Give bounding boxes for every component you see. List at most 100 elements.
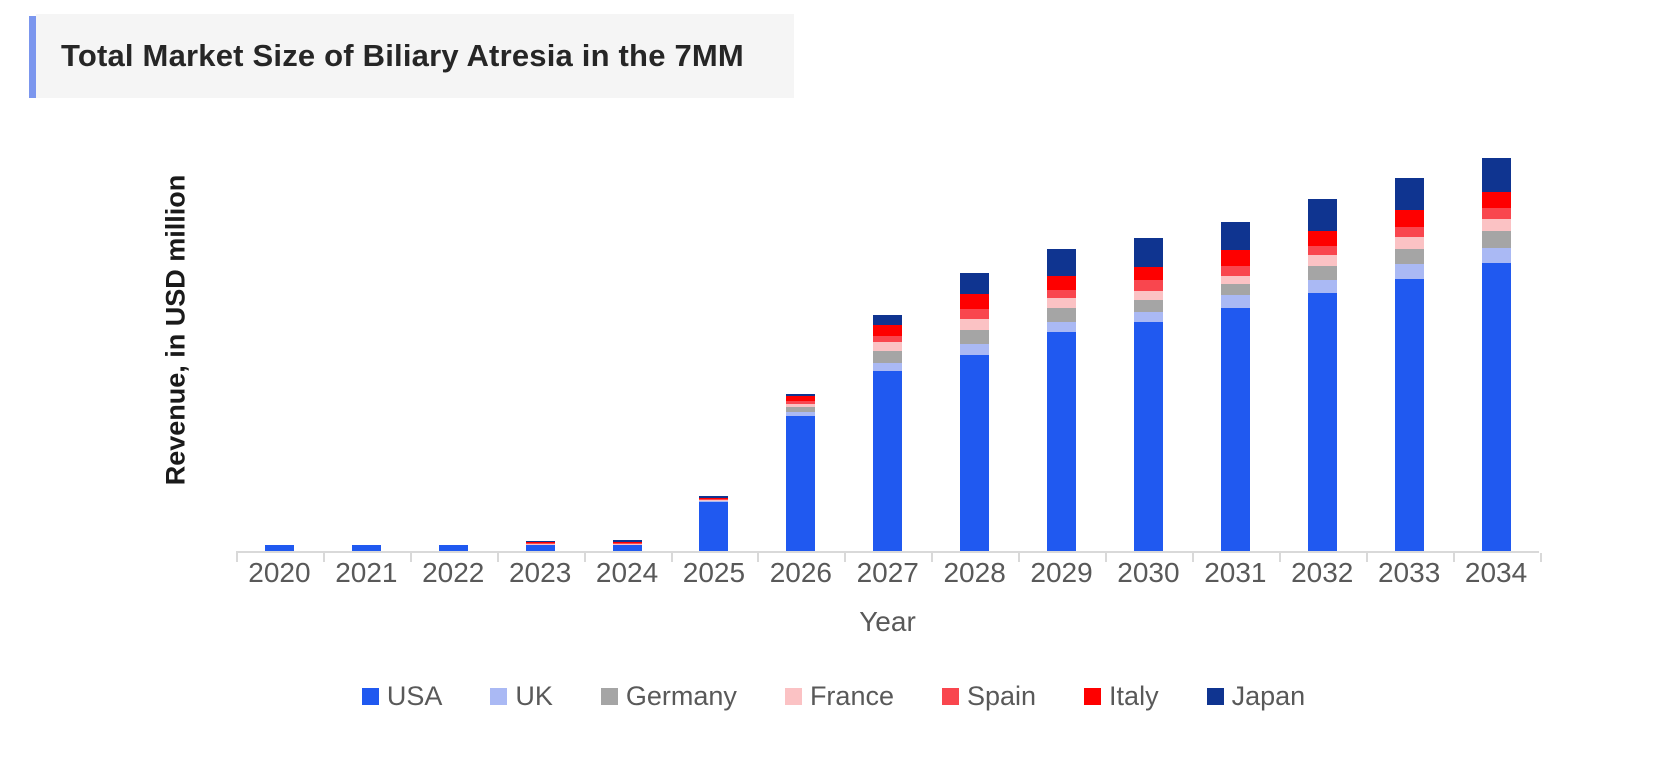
bar-segment-france-2029[interactable] <box>1047 298 1077 308</box>
bar-segment-uk-2027[interactable] <box>873 363 903 371</box>
bar-segment-uk-2031[interactable] <box>1220 295 1250 308</box>
bar-segment-japan-2023[interactable] <box>525 540 555 542</box>
bar-segment-germany-2029[interactable] <box>1047 308 1077 322</box>
bar-segment-spain-2032[interactable] <box>1307 246 1337 255</box>
bar-segment-france-2032[interactable] <box>1307 255 1337 266</box>
bar-segment-france-2028[interactable] <box>960 319 990 330</box>
bar-segment-france-2034[interactable] <box>1481 219 1511 231</box>
legend-swatch-spain <box>941 688 959 705</box>
legend-item-germany[interactable]: Germany <box>600 681 737 712</box>
bar-segment-japan-2032[interactable] <box>1307 199 1337 231</box>
x-tick-label-2032: 2032 <box>1291 557 1354 588</box>
legend-label-usa: USA <box>386 681 443 711</box>
bar-segment-japan-2033[interactable] <box>1394 178 1424 210</box>
bar-segment-usa-2021[interactable] <box>351 544 381 551</box>
bar-segment-usa-2025[interactable] <box>699 501 729 551</box>
legend-item-uk[interactable]: UK <box>490 681 553 712</box>
bar-segment-usa-2023[interactable] <box>525 544 555 551</box>
bar-segment-japan-2031[interactable] <box>1220 222 1250 250</box>
bar-segment-japan-2025[interactable] <box>699 495 729 498</box>
x-axis-line <box>236 551 1539 553</box>
x-axis-tick <box>1539 553 1542 562</box>
bar-segment-usa-2028[interactable] <box>960 355 990 551</box>
legend-swatch-usa <box>361 688 379 705</box>
bar-segment-spain-2034[interactable] <box>1481 208 1511 219</box>
bar-segment-germany-2027[interactable] <box>873 351 903 363</box>
bar-segment-germany-2030[interactable] <box>1133 300 1163 312</box>
bar-segment-uk-2029[interactable] <box>1047 322 1077 332</box>
bar-segment-italy-2023[interactable] <box>525 542 555 544</box>
bar-segment-france-2030[interactable] <box>1133 291 1163 300</box>
bar-segment-france-2033[interactable] <box>1394 237 1424 249</box>
bar-segment-italy-2028[interactable] <box>960 294 990 309</box>
bar-segment-france-2025[interactable] <box>699 499 729 501</box>
bar-segment-france-2027[interactable] <box>873 342 903 351</box>
bar-segment-spain-2028[interactable] <box>960 309 990 319</box>
bar-segment-germany-2026[interactable] <box>786 407 816 412</box>
bar-segment-usa-2020[interactable] <box>264 544 294 551</box>
bar-segment-spain-2030[interactable] <box>1133 280 1163 291</box>
x-axis-tick <box>322 553 325 562</box>
x-tick-label-2030: 2030 <box>1117 557 1180 588</box>
bar-segment-japan-2024[interactable] <box>612 540 642 542</box>
bar-segment-uk-2032[interactable] <box>1307 280 1337 293</box>
bar-segment-uk-2028[interactable] <box>960 344 990 355</box>
bar-segment-italy-2030[interactable] <box>1133 267 1163 280</box>
bar-segment-italy-2027[interactable] <box>873 325 903 336</box>
x-axis-tick <box>1105 553 1107 562</box>
bar-segment-usa-2027[interactable] <box>873 371 903 551</box>
legend-item-japan[interactable]: Japan <box>1206 681 1305 712</box>
bar-segment-usa-2024[interactable] <box>612 544 642 551</box>
bar-segment-spain-2029[interactable] <box>1047 290 1077 298</box>
bar-segment-italy-2026[interactable] <box>786 396 816 401</box>
x-tick-label-2028: 2028 <box>943 557 1006 588</box>
bar-segment-germany-2031[interactable] <box>1220 284 1250 295</box>
legend-item-italy[interactable]: Italy <box>1084 681 1159 712</box>
bar-segment-japan-2029[interactable] <box>1047 249 1077 276</box>
bar-segment-spain-2026[interactable] <box>786 401 816 404</box>
x-axis-tick <box>236 553 238 562</box>
bar-segment-usa-2029[interactable] <box>1047 332 1077 551</box>
bar-segment-spain-2027[interactable] <box>873 336 903 342</box>
bar-segment-france-2026[interactable] <box>786 404 816 407</box>
bar-segment-italy-2024[interactable] <box>612 541 642 543</box>
bar-segment-italy-2032[interactable] <box>1307 231 1337 246</box>
bar-segment-japan-2028[interactable] <box>960 273 990 294</box>
bar-segment-usa-2030[interactable] <box>1133 322 1163 551</box>
legend-swatch-france <box>784 688 802 705</box>
bar-segment-italy-2033[interactable] <box>1394 210 1424 227</box>
bar-segment-germany-2033[interactable] <box>1394 249 1424 264</box>
bar-segment-usa-2031[interactable] <box>1220 308 1250 551</box>
bar-segment-usa-2033[interactable] <box>1394 279 1424 551</box>
legend-item-france[interactable]: France <box>784 681 894 712</box>
bar-segment-germany-2028[interactable] <box>960 330 990 344</box>
bar-segment-spain-2025[interactable] <box>699 498 729 500</box>
bar-segment-spain-2033[interactable] <box>1394 227 1424 237</box>
x-tick-label-2027: 2027 <box>856 557 919 588</box>
bar-segment-italy-2025[interactable] <box>699 498 729 499</box>
bar-segment-uk-2030[interactable] <box>1133 312 1163 322</box>
bar-segment-france-2031[interactable] <box>1220 276 1250 284</box>
bar-segment-italy-2034[interactable] <box>1481 192 1511 208</box>
legend-item-spain[interactable]: Spain <box>941 681 1036 712</box>
bar-segment-usa-2022[interactable] <box>438 545 468 551</box>
legend-item-usa[interactable]: USA <box>361 681 443 712</box>
bar-segment-japan-2026[interactable] <box>786 393 816 396</box>
bar-segment-usa-2034[interactable] <box>1481 263 1511 551</box>
bar-segment-uk-2034[interactable] <box>1481 248 1511 263</box>
bar-segment-uk-2026[interactable] <box>786 412 816 416</box>
bar-segment-uk-2033[interactable] <box>1394 264 1424 279</box>
bar-segment-spain-2023[interactable] <box>525 543 555 544</box>
bar-segment-japan-2030[interactable] <box>1133 238 1163 267</box>
bar-segment-japan-2034[interactable] <box>1481 158 1511 192</box>
bar-segment-spain-2031[interactable] <box>1220 266 1250 276</box>
bar-segment-italy-2031[interactable] <box>1220 250 1250 266</box>
bar-segment-japan-2027[interactable] <box>873 315 903 325</box>
bar-segment-usa-2026[interactable] <box>786 416 816 551</box>
bar-segment-italy-2029[interactable] <box>1047 276 1077 290</box>
bar-segment-spain-2024[interactable] <box>612 542 642 544</box>
bar-segment-germany-2034[interactable] <box>1481 231 1511 248</box>
bar-segment-usa-2032[interactable] <box>1307 293 1337 551</box>
title-accent-bar <box>29 16 36 98</box>
bar-segment-germany-2032[interactable] <box>1307 266 1337 280</box>
